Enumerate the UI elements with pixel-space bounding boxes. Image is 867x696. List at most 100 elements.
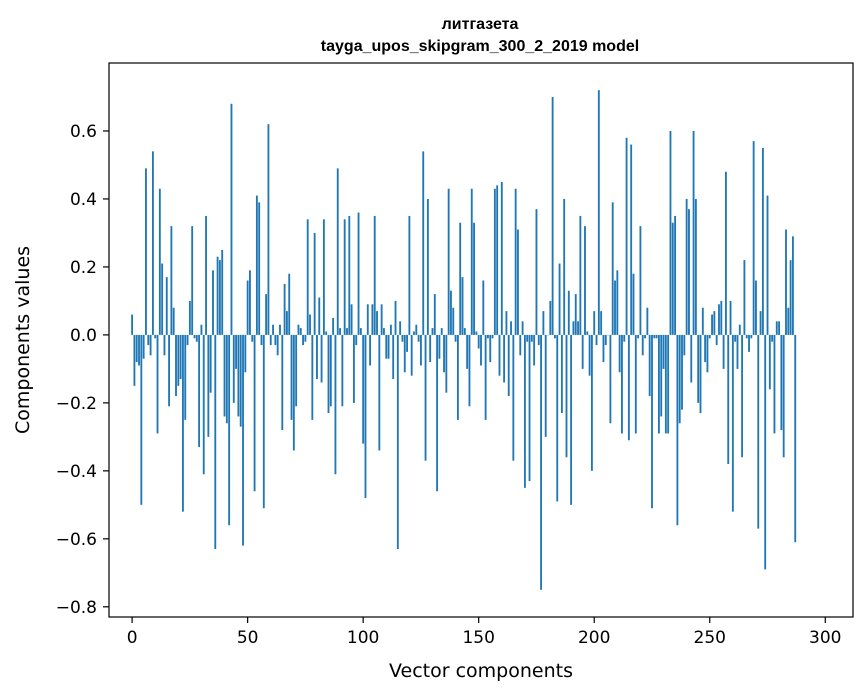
- y-tick-label: −0.4: [56, 462, 97, 482]
- bar-33: [207, 334, 210, 437]
- bar-190: [570, 334, 573, 505]
- y-tick-label: 0.2: [70, 258, 97, 278]
- bar-24: [186, 334, 189, 346]
- bar-216: [630, 144, 633, 335]
- bar-230: [662, 334, 665, 369]
- bar-284: [787, 307, 790, 335]
- bar-110: [385, 334, 388, 359]
- bar-170: [523, 334, 526, 488]
- bar-5: [142, 334, 145, 359]
- bar-120: [408, 215, 411, 335]
- bar-68: [288, 273, 291, 335]
- bar-201: [595, 334, 598, 346]
- bar-47: [239, 334, 242, 427]
- bar-268: [750, 334, 753, 339]
- bar-27: [193, 334, 196, 339]
- bar-129: [429, 334, 432, 363]
- x-tick-label: 100: [347, 628, 379, 648]
- bar-202: [597, 90, 600, 335]
- bar-11: [156, 334, 159, 434]
- bar-117: [401, 334, 404, 342]
- bar-189: [567, 290, 570, 335]
- bar-188: [565, 334, 568, 458]
- bar-227: [655, 334, 658, 339]
- bar-2: [135, 334, 138, 363]
- bar-12: [158, 188, 161, 335]
- bar-277: [771, 334, 774, 342]
- bar-96: [353, 334, 355, 403]
- bar-65: [281, 334, 284, 431]
- bar-63: [276, 334, 279, 356]
- bar-156: [491, 334, 494, 339]
- bar-130: [431, 328, 434, 335]
- bar-51: [249, 270, 251, 335]
- bar-18: [172, 307, 175, 335]
- bar-48: [242, 334, 244, 546]
- x-tick-label: 50: [237, 628, 259, 648]
- x-axis-label: Vector components: [389, 660, 573, 682]
- bar-225: [651, 334, 653, 509]
- bar-283: [785, 229, 787, 335]
- bar-140: [454, 334, 457, 342]
- bar-84: [325, 331, 328, 335]
- bar-287: [794, 334, 797, 543]
- y-axis-label: Components values: [12, 246, 34, 434]
- bar-29: [198, 334, 201, 448]
- bar-44: [232, 334, 235, 403]
- bar-167: [517, 229, 519, 335]
- bar-261: [734, 334, 737, 342]
- bar-222: [644, 334, 646, 339]
- bar-217: [632, 273, 635, 335]
- bar-22: [182, 334, 184, 512]
- bar-45: [235, 334, 238, 369]
- y-tick-label: −0.6: [56, 530, 97, 550]
- bar-132: [436, 334, 439, 492]
- bar-58: [265, 294, 268, 335]
- bar-53: [253, 334, 256, 492]
- bar-153: [484, 334, 487, 420]
- bar-74: [302, 334, 305, 346]
- bar-242: [690, 334, 693, 383]
- y-tick-label: −0.8: [56, 598, 97, 618]
- bar-80: [316, 334, 318, 380]
- bar-246: [699, 334, 702, 414]
- bar-98: [357, 212, 360, 335]
- bar-204: [602, 334, 605, 363]
- bar-57: [262, 334, 265, 509]
- bar-183: [554, 334, 556, 339]
- bar-133: [438, 334, 441, 359]
- bar-176: [537, 334, 540, 346]
- bar-199: [590, 334, 593, 471]
- bar-30: [200, 324, 203, 335]
- bar-237: [678, 334, 681, 424]
- bar-93: [346, 328, 348, 335]
- bar-73: [299, 328, 302, 335]
- bar-137: [447, 188, 450, 335]
- bar-186: [560, 334, 563, 414]
- bar-142: [459, 222, 462, 335]
- bar-279: [775, 321, 778, 335]
- bar-121: [410, 334, 413, 376]
- bar-161: [503, 334, 506, 383]
- bar-236: [676, 334, 679, 526]
- bar-88: [334, 334, 337, 475]
- chart-subtitle: tayga_upos_skipgram_300_2_2019 model: [321, 38, 639, 55]
- bar-276: [768, 334, 771, 390]
- bar-282: [782, 334, 785, 458]
- bar-243: [692, 130, 695, 335]
- bar-111: [387, 334, 390, 359]
- bar-40: [223, 334, 226, 417]
- bar-126: [422, 151, 425, 335]
- bar-228: [657, 334, 660, 434]
- bar-23: [184, 334, 187, 420]
- x-tick-label: 300: [809, 628, 841, 648]
- bar-75: [304, 334, 307, 342]
- bar-38: [218, 260, 221, 335]
- bar-147: [470, 188, 473, 335]
- bar-251: [711, 314, 713, 335]
- bar-127: [424, 334, 427, 461]
- bar-149: [475, 331, 478, 335]
- bar-series: [131, 90, 797, 590]
- y-tick-label: −0.2: [56, 394, 97, 414]
